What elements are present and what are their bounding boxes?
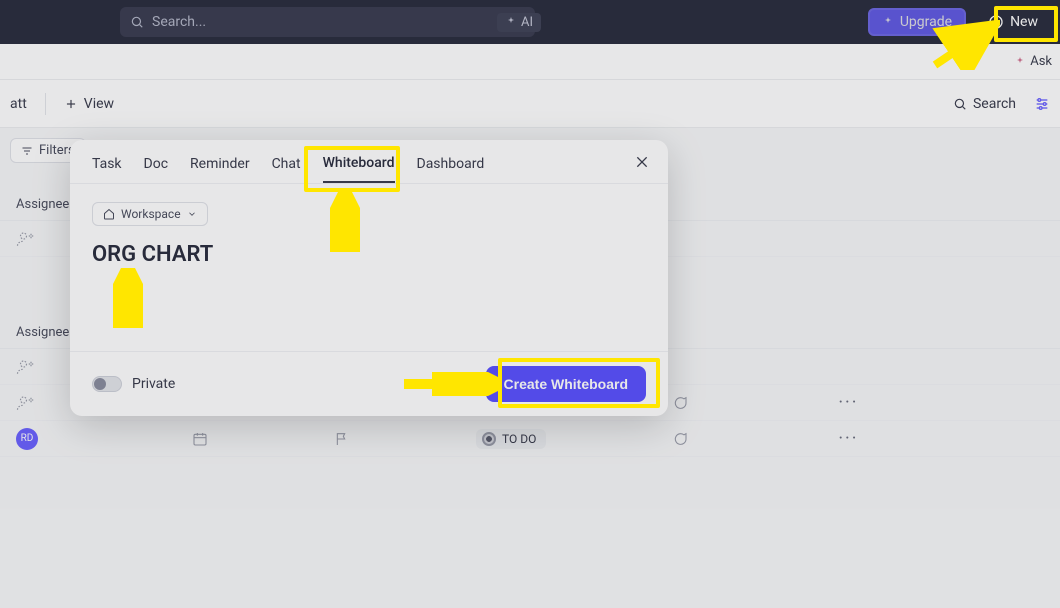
view-toolbar: att View Search — [0, 80, 1060, 128]
sparkle-icon — [1014, 56, 1026, 68]
divider — [45, 93, 46, 115]
upgrade-button[interactable]: Upgrade — [868, 8, 966, 36]
new-button[interactable]: New — [978, 10, 1048, 34]
status-chip[interactable]: TO DO — [476, 429, 546, 449]
assignee-empty-icon[interactable] — [16, 230, 42, 248]
ask-label: Ask — [1030, 54, 1052, 69]
search-icon — [953, 97, 967, 111]
private-toggle[interactable] — [92, 376, 122, 392]
tab-whiteboard[interactable]: Whiteboard — [323, 155, 395, 183]
comment-icon[interactable] — [672, 431, 688, 447]
status-dot-icon — [482, 432, 496, 446]
toolbar-search[interactable]: Search — [953, 96, 1016, 112]
plus-circle-icon — [988, 14, 1004, 30]
comment-icon[interactable] — [672, 395, 688, 411]
more-icon[interactable]: ··· — [838, 392, 858, 413]
create-whiteboard-button[interactable]: Create Whiteboard — [486, 366, 646, 402]
settings-icon[interactable] — [1034, 96, 1050, 112]
ask-ai-chip[interactable]: Ask — [1014, 54, 1052, 69]
workspace-label: Workspace — [121, 207, 181, 221]
avatar-initials: RD — [16, 428, 38, 450]
tab-chat[interactable]: Chat — [272, 156, 301, 182]
calendar-icon[interactable] — [192, 431, 218, 447]
modal-tabs: Task Doc Reminder Chat Whiteboard Dashbo… — [70, 140, 668, 184]
top-bar: Search... AI Upgrade New — [0, 0, 1060, 44]
tab-dashboard[interactable]: Dashboard — [417, 156, 485, 182]
sparkle-icon — [882, 16, 894, 28]
modal-body: Workspace ORG CHART — [70, 184, 668, 351]
whiteboard-title-input[interactable]: ORG CHART — [92, 242, 646, 267]
new-label: New — [1010, 14, 1038, 30]
flag-icon[interactable] — [334, 431, 360, 447]
chevron-down-icon — [187, 209, 197, 219]
close-button[interactable] — [634, 154, 650, 174]
table-row[interactable]: RD TO DO ··· — [0, 421, 1060, 457]
sub-bar: Ask — [0, 44, 1060, 80]
sparkle-icon — [505, 16, 517, 28]
tab-task[interactable]: Task — [92, 156, 122, 182]
plus-icon — [64, 97, 78, 111]
home-icon — [103, 208, 115, 220]
add-view-button[interactable]: View — [64, 96, 114, 112]
search-placeholder: Search... — [152, 14, 206, 30]
assignee-avatar[interactable]: RD — [16, 428, 42, 450]
tab-doc[interactable]: Doc — [144, 156, 169, 182]
assignee-empty-icon[interactable] — [16, 358, 42, 376]
workspace-selector[interactable]: Workspace — [92, 202, 208, 226]
toolbar-search-label: Search — [973, 96, 1016, 112]
tab-reminder[interactable]: Reminder — [190, 156, 250, 182]
upgrade-label: Upgrade — [900, 14, 952, 30]
global-search[interactable]: Search... — [120, 7, 535, 37]
assignee-empty-icon[interactable] — [16, 394, 42, 412]
more-icon[interactable]: ··· — [838, 428, 858, 449]
view-label: View — [84, 96, 114, 112]
status-label: TO DO — [502, 432, 536, 446]
filter-icon — [21, 145, 33, 157]
ai-chip[interactable]: AI — [497, 13, 541, 32]
modal-footer: Private Create Whiteboard — [70, 351, 668, 416]
create-modal: Task Doc Reminder Chat Whiteboard Dashbo… — [70, 140, 668, 416]
private-label: Private — [132, 376, 175, 392]
ai-label: AI — [521, 15, 533, 30]
search-icon — [130, 15, 144, 29]
att-label: att — [10, 96, 27, 112]
